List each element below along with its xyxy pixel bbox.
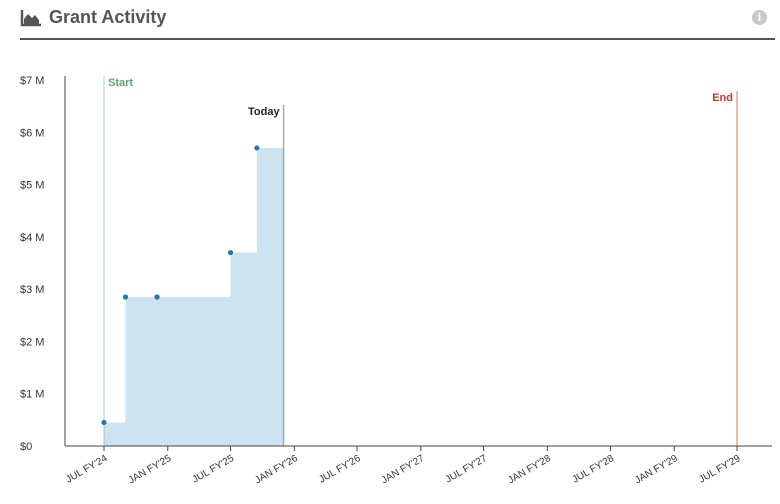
y-tick-label: $6 M xyxy=(20,127,44,139)
y-tick-label: $1 M xyxy=(20,389,44,401)
x-tick-label: JUL FY'29 xyxy=(697,453,743,486)
widget-header: Grant Activity i xyxy=(20,0,775,40)
data-point xyxy=(101,419,107,426)
y-tick-label: $4 M xyxy=(20,232,44,244)
y-tick-label: $5 M xyxy=(20,180,44,192)
x-tick-label: JUL FY'24 xyxy=(64,453,110,486)
marker-label: Today xyxy=(248,106,280,118)
y-tick-label: $3 M xyxy=(20,284,44,296)
data-point xyxy=(254,145,260,151)
y-tick-label: $2 M xyxy=(20,336,44,348)
y-tick-label: $0 xyxy=(20,441,32,453)
widget-title: Grant Activity xyxy=(49,7,167,27)
x-tick-label: JUL FY'27 xyxy=(444,453,490,486)
y-tick-label: $7 M xyxy=(20,75,44,87)
series-area xyxy=(104,147,284,446)
marker-label: End xyxy=(712,92,733,104)
x-tick-label: JAN FY'29 xyxy=(633,453,680,486)
x-tick-label: JAN FY'27 xyxy=(380,453,427,486)
x-tick-label: JUL FY'28 xyxy=(571,453,617,486)
data-point xyxy=(227,249,234,256)
data-point xyxy=(122,294,129,300)
info-icon[interactable]: i xyxy=(752,10,767,25)
x-tick-label: JAN FY'25 xyxy=(127,453,174,486)
marker-label: Start xyxy=(108,77,133,89)
x-tick-label: JUL FY'26 xyxy=(317,453,363,486)
x-tick-label: JAN FY'28 xyxy=(506,453,553,486)
x-tick-label: JAN FY'26 xyxy=(253,453,300,486)
data-point xyxy=(154,294,160,300)
area-chart-icon xyxy=(20,10,41,27)
x-tick-label: JUL FY'25 xyxy=(191,453,237,486)
